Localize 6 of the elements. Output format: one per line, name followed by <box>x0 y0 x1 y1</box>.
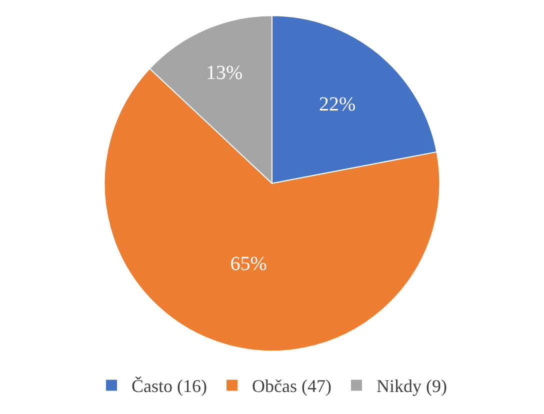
legend-label: Občas (47) <box>252 376 332 396</box>
legend-label: Nikdy (9) <box>376 376 447 396</box>
data-label: 13% <box>206 62 243 84</box>
legend-label: Často (16) <box>132 376 207 396</box>
data-label: 65% <box>230 252 267 275</box>
data-label: 22% <box>318 93 356 116</box>
